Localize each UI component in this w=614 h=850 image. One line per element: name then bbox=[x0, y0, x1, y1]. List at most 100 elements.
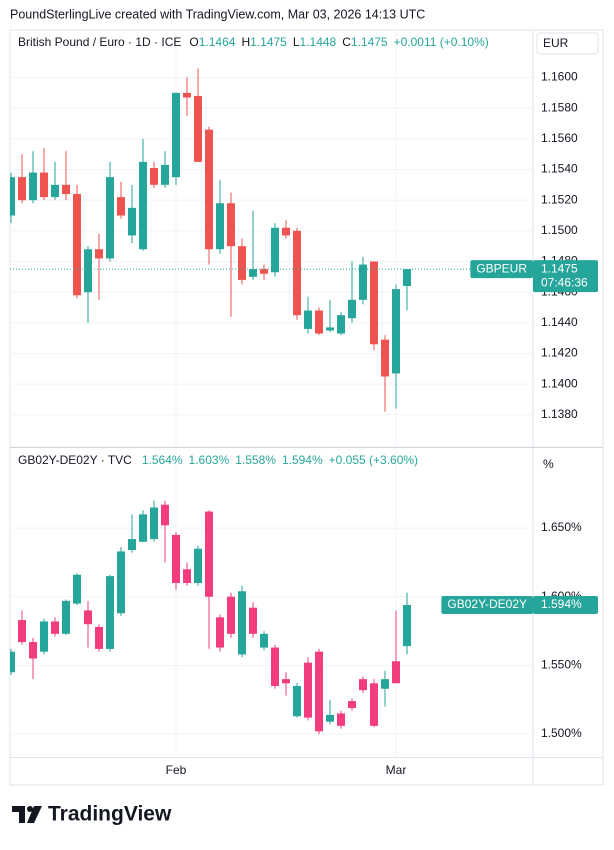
y-tick-label: 1.650% bbox=[541, 520, 582, 534]
candle-body bbox=[172, 92, 180, 178]
y-tick-label: 1.1520 bbox=[541, 192, 578, 206]
y-tick-label: 1.1580 bbox=[541, 100, 578, 114]
candle-body bbox=[238, 246, 246, 280]
y-tick-label: 1.1440 bbox=[541, 315, 578, 329]
candle-body bbox=[10, 177, 15, 216]
candle-body bbox=[293, 230, 301, 316]
candle-body bbox=[40, 172, 48, 198]
candle-body bbox=[29, 642, 37, 659]
candle-body bbox=[51, 184, 59, 198]
candle-body bbox=[326, 327, 334, 331]
legend-value: +0.0011 (+0.10%) bbox=[394, 35, 489, 49]
price-tag-value: 1.594% bbox=[541, 597, 582, 611]
legend-value: 1.1475 bbox=[351, 35, 388, 49]
legend-value: 1.1475 bbox=[250, 35, 287, 49]
candle-body bbox=[62, 600, 70, 634]
price-tag-name: GBPEUR bbox=[476, 261, 527, 275]
candle-body bbox=[150, 167, 158, 185]
candle-body bbox=[359, 264, 367, 300]
candle-body bbox=[139, 161, 147, 250]
y-tick-label: 1.1400 bbox=[541, 376, 578, 390]
currency: EUR bbox=[543, 36, 569, 50]
candle-body bbox=[304, 662, 312, 718]
candle-body bbox=[205, 511, 213, 597]
candle-body bbox=[359, 679, 367, 691]
candle-body bbox=[337, 713, 345, 726]
candle-body bbox=[381, 679, 389, 689]
header: PoundSterlingLive created with TradingVi… bbox=[10, 7, 425, 21]
overlay: 1.13801.14001.14201.14401.14601.14801.15… bbox=[18, 32, 599, 777]
candle-body bbox=[51, 621, 59, 634]
candle-body bbox=[95, 249, 103, 259]
candle-body bbox=[370, 683, 378, 726]
candle-body bbox=[315, 310, 323, 334]
y-tick-label: 1.550% bbox=[541, 658, 582, 672]
candle-body bbox=[194, 548, 202, 583]
candle-body bbox=[216, 203, 224, 250]
candle-body bbox=[381, 339, 389, 377]
legend-title: GB02Y-DE02Y · TVC bbox=[18, 453, 132, 467]
candle-body bbox=[73, 194, 81, 296]
candle-body bbox=[205, 129, 213, 250]
price-tag-box bbox=[533, 260, 598, 293]
y-tick-label: 1.500% bbox=[541, 726, 582, 740]
candle-body bbox=[249, 607, 257, 634]
candle-body bbox=[183, 92, 191, 98]
candle-body bbox=[128, 207, 136, 236]
candle-body bbox=[315, 651, 323, 732]
x-tick-label: Mar bbox=[386, 763, 407, 777]
candle-body bbox=[238, 591, 246, 655]
legend-title: British Pound / Euro · 1D · ICE bbox=[18, 35, 181, 49]
legend-value: 1.603% bbox=[189, 453, 230, 467]
y-tick-label: 1.1420 bbox=[541, 346, 578, 360]
candle-body bbox=[337, 315, 345, 334]
candle-body bbox=[326, 714, 334, 722]
candle-body bbox=[62, 184, 70, 195]
candle-body bbox=[161, 504, 169, 526]
candle-body bbox=[95, 626, 103, 649]
price-tag-name: GB02Y-DE02Y bbox=[447, 597, 527, 611]
candle-body bbox=[216, 617, 224, 648]
logo-text: TradingView bbox=[48, 803, 172, 826]
price-tag-countdown: 07:46:36 bbox=[541, 275, 588, 289]
candle-body bbox=[260, 633, 268, 648]
legend-value: 1.594% bbox=[282, 453, 323, 467]
candle-body bbox=[348, 701, 356, 708]
candle-body bbox=[161, 164, 169, 185]
candle-body bbox=[128, 539, 136, 551]
candle-body bbox=[282, 679, 290, 684]
legend-value: 1.1448 bbox=[300, 35, 337, 49]
price-tag-name-box bbox=[441, 595, 533, 614]
candle-body bbox=[348, 299, 356, 319]
candle-body bbox=[84, 610, 92, 625]
candle-body bbox=[18, 620, 26, 643]
pane-bottom bbox=[10, 448, 533, 757]
price-tag-value: 1.1475 bbox=[541, 261, 578, 275]
y-tick-label: 1.1560 bbox=[541, 131, 578, 145]
candle-body bbox=[293, 685, 301, 717]
y-tick-label: 1.1380 bbox=[541, 407, 578, 421]
legend-value: 1.558% bbox=[235, 453, 276, 467]
currency-box bbox=[536, 32, 599, 55]
y-tick-label: 1.1540 bbox=[541, 162, 578, 176]
candle-body bbox=[172, 534, 180, 583]
candle-body bbox=[73, 574, 81, 604]
currency: % bbox=[543, 457, 554, 471]
price-tag-box bbox=[533, 595, 598, 614]
y-tick-label: 1.1600 bbox=[541, 70, 578, 84]
candle-body bbox=[392, 661, 400, 684]
candle-body bbox=[18, 177, 26, 201]
candle-body bbox=[40, 621, 48, 652]
legend-value: 1.1464 bbox=[199, 35, 236, 49]
candle-body bbox=[227, 596, 235, 634]
candle-body bbox=[139, 514, 147, 542]
legend-key: L bbox=[293, 35, 300, 49]
y-tick-label: 1.1500 bbox=[541, 223, 578, 237]
candle-body bbox=[370, 261, 378, 345]
pane-top bbox=[10, 30, 533, 447]
candle-body bbox=[84, 249, 92, 293]
legend-value: 1.564% bbox=[142, 453, 183, 467]
candle-body bbox=[403, 269, 411, 287]
